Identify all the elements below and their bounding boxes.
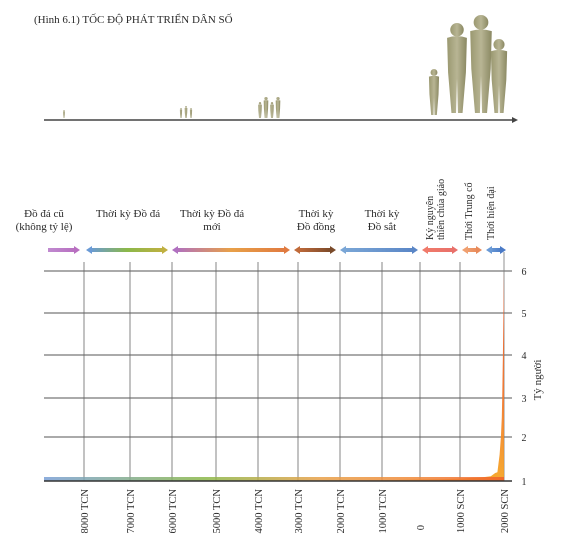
y-tick-label: 4	[522, 351, 527, 362]
x-tick-label: 8000 TCN	[80, 489, 91, 534]
family-icon	[447, 23, 467, 113]
group-icon	[258, 102, 262, 118]
x-tick-label: 0	[416, 525, 427, 530]
group-icon	[275, 97, 281, 118]
y-axis-label: Tỷ người	[532, 360, 544, 401]
period-label: (không tỷ lệ)	[16, 221, 73, 233]
population-area-shape	[84, 271, 504, 481]
period-arrowhead	[500, 246, 506, 254]
period-arrowhead	[86, 246, 92, 254]
period-arrow	[176, 248, 286, 252]
period-arrowhead	[422, 246, 428, 254]
group-icon	[189, 108, 193, 118]
family-icon	[470, 15, 492, 113]
x-axis-ticks: 8000 TCN 7000 TCN 6000 TCN 5000 TCN 4000 TCN…	[80, 489, 511, 534]
x-tick-label: 4000 TCN	[254, 489, 265, 534]
period-arrowhead	[330, 246, 336, 254]
period-arrowhead	[476, 246, 482, 254]
period-arrow	[426, 248, 454, 252]
x-tick-label: 2000 TCN	[336, 489, 347, 534]
x-tick-label: 6000 TCN	[168, 489, 179, 534]
period-label: thiên chúa giáo	[436, 179, 447, 240]
ground-band	[44, 477, 504, 481]
period-label: Thời hiện đại	[486, 186, 497, 240]
group-icon	[184, 106, 188, 118]
period-arrowhead	[340, 246, 346, 254]
chart-title: (Hình 6.1) TỐC ĐỘ PHÁT TRIỂN DÂN SỐ	[34, 13, 233, 26]
x-tick-label: 5000 TCN	[212, 489, 223, 534]
period-arrowhead	[162, 246, 168, 254]
period-arrow	[490, 248, 502, 252]
period-label: Thời kỳ	[299, 208, 334, 220]
people-illustration	[63, 15, 508, 118]
period-label: Thời kỳ	[365, 208, 400, 220]
period-arrowhead	[284, 246, 290, 254]
timeline-top	[44, 117, 518, 123]
y-tick-label: 6	[522, 267, 527, 278]
population-area	[44, 271, 504, 481]
y-tick-label: 2	[522, 433, 527, 444]
period-arrow	[90, 248, 164, 252]
period-arrowhead	[486, 246, 492, 254]
period-arrowhead	[412, 246, 418, 254]
group-icon	[179, 108, 183, 118]
period-arrow	[48, 248, 76, 252]
period-label: Kỷ nguyên	[425, 196, 436, 240]
period-label: Thời kỳ Đồ đá	[180, 208, 244, 220]
period-arrowhead	[294, 246, 300, 254]
period-arrows: Đồ đá cũ(không tỷ lệ) Thời kỳ Đồ đá Thời k…	[16, 179, 506, 254]
y-tick-label: 1	[522, 477, 527, 488]
x-tick-label: 2000 SCN	[500, 489, 511, 533]
period-arrowhead	[172, 246, 178, 254]
y-axis-ticks: 1 2 3 4 5 6	[522, 267, 527, 488]
period-arrow	[344, 248, 414, 252]
period-label: Thời Trung cổ	[464, 182, 475, 240]
period-label: Thời kỳ Đồ đá	[96, 208, 160, 220]
x-tick-label: 1000 SCN	[456, 489, 467, 533]
family-icon	[490, 39, 508, 113]
period-arrow	[298, 248, 332, 252]
y-tick-label: 5	[522, 309, 527, 320]
person-icon	[63, 110, 65, 118]
x-tick-label: 1000 TCN	[378, 489, 389, 534]
group-icon	[263, 97, 269, 118]
group-icon	[270, 102, 274, 118]
chart-grid	[44, 252, 512, 481]
period-label: mới	[203, 221, 220, 233]
period-arrow	[466, 248, 478, 252]
x-tick-label: 3000 TCN	[294, 489, 305, 534]
period-label: Đồ sắt	[368, 221, 396, 233]
x-tick-label: 7000 TCN	[126, 489, 137, 534]
period-label: Đồ đồng	[297, 221, 336, 233]
period-arrowhead	[462, 246, 468, 254]
y-tick-label: 3	[522, 394, 527, 405]
period-arrowhead	[74, 246, 80, 254]
family-icon	[428, 69, 440, 115]
period-arrowhead	[452, 246, 458, 254]
period-label: Đồ đá cũ	[24, 208, 64, 220]
